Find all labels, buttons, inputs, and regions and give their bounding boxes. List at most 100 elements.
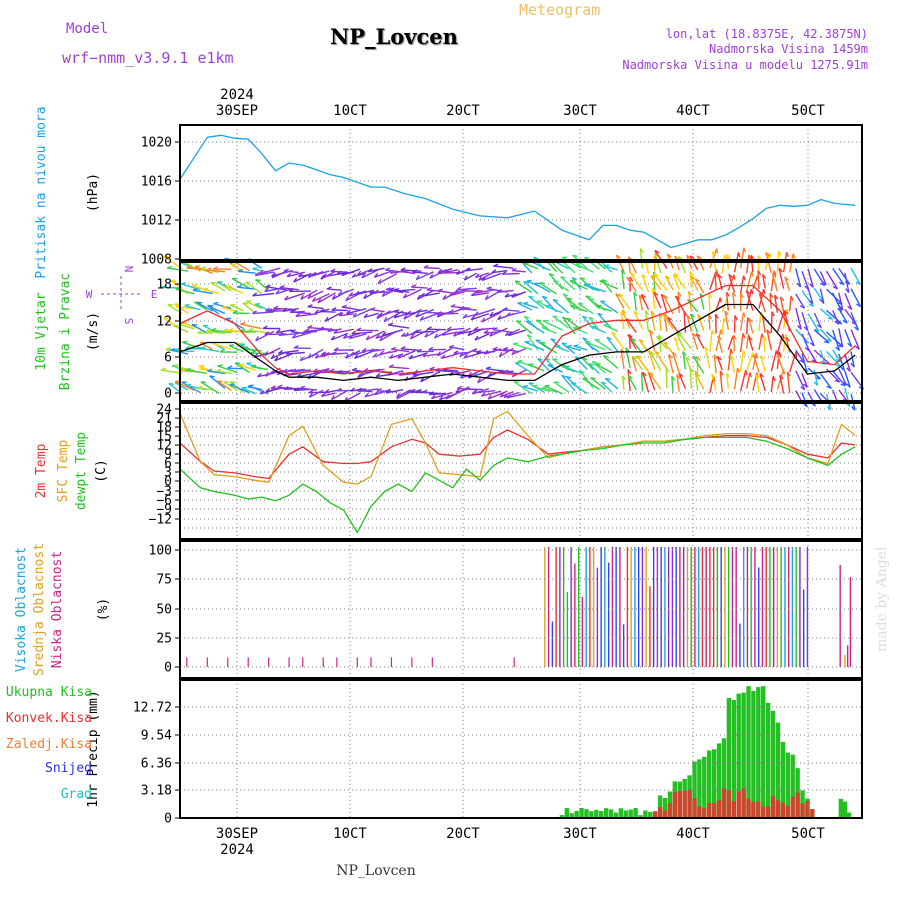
wind-arrow-head	[250, 350, 256, 354]
wind-arrow-head	[400, 332, 406, 337]
wind-arrow	[714, 272, 717, 290]
wind-arrow-head	[211, 327, 217, 331]
wind-arrow-head	[264, 331, 270, 336]
wind-arrow-head	[237, 284, 243, 288]
wind-arrow-head	[489, 331, 494, 337]
wind-y-tick-label: 18	[156, 278, 172, 293]
wind-arrow-head	[248, 384, 254, 387]
wind-arrow	[178, 323, 195, 330]
wind-arrow	[566, 345, 582, 352]
wind-axis-label: (m/s)	[86, 312, 101, 351]
wind-arrow-head	[350, 387, 356, 392]
wind-arrow	[167, 267, 189, 272]
wind-arrow-head	[222, 305, 228, 309]
precip-bar	[731, 700, 736, 818]
wind-arrow-head	[267, 308, 273, 312]
wind-arrow	[825, 270, 838, 290]
wind-arrow-head	[374, 368, 380, 372]
wind-arrow-head	[390, 346, 397, 350]
wind-arrow-head	[493, 263, 499, 267]
precip-bar	[633, 808, 638, 818]
wind-arrow-head	[426, 287, 432, 291]
wind-arrow-head	[487, 394, 492, 400]
precip-y-tick-label: 6.36	[141, 757, 172, 772]
wind-arrow-head	[717, 335, 722, 341]
wind-arrow	[300, 387, 318, 391]
wind-arrow	[228, 344, 244, 353]
wind-y-tick-label: 0	[164, 387, 172, 402]
wind-arrow-head	[324, 316, 329, 322]
wind-arrow	[801, 271, 810, 290]
wind-arrow-head	[453, 331, 458, 337]
wind-arrow-head	[206, 328, 212, 332]
wind-arrow	[695, 333, 705, 349]
wind-arrow-head	[336, 387, 342, 392]
wind-arrow-head	[774, 294, 779, 300]
wind-arrow	[838, 268, 851, 285]
wind-arrow-head	[783, 309, 789, 315]
wind-arrow-head	[174, 347, 180, 352]
wind-arrow	[475, 272, 490, 279]
wind-arrow	[626, 276, 637, 292]
wind-arrow-head	[511, 350, 516, 355]
wind-arrow-head	[809, 283, 814, 288]
wind-arrow	[779, 375, 785, 394]
convective-precip-bar	[657, 807, 663, 818]
wind-arrow-head	[283, 386, 289, 390]
wind-arrow	[196, 301, 214, 312]
wind-arrow-head	[826, 338, 832, 342]
wind-arrow	[674, 295, 687, 315]
wind-arrow	[581, 357, 594, 371]
wind-arrow-head	[688, 290, 693, 296]
wind-arrow	[512, 343, 533, 351]
precip-legend-item: Zaledj.Kisa	[6, 737, 92, 752]
wind-arrow-head	[370, 307, 376, 311]
wind-arrow-head	[308, 392, 313, 398]
clouds-y-tick-label: 50	[156, 603, 172, 618]
wind-arrow-head	[291, 333, 297, 339]
wind-arrow	[209, 375, 226, 389]
wind-arrow-head	[478, 275, 483, 281]
wind-arrow-head	[283, 268, 289, 272]
wind-arrow	[473, 327, 496, 331]
temperature-y-tick-label: 24	[156, 403, 172, 418]
wind-arrow-head	[412, 371, 418, 376]
year-label-top: 2024	[220, 87, 254, 103]
pressure-y-tick-label: 1016	[141, 175, 172, 190]
wind-arrow-head	[762, 274, 767, 279]
wind-arrow	[264, 333, 287, 336]
wind-arrow	[526, 334, 539, 351]
wind-arrow-head	[834, 379, 840, 383]
wind-arrow	[652, 288, 656, 309]
wind-arrow	[606, 336, 619, 352]
wind-arrow-head	[307, 293, 312, 299]
wind-arrow-head	[636, 355, 642, 359]
wind-arrow	[368, 267, 385, 273]
convective-precip-bar	[677, 791, 682, 818]
wind-arrow-head	[481, 317, 486, 323]
wind-arrow-head	[161, 284, 167, 289]
wind-arrow-head	[573, 326, 579, 329]
wind-arrow	[252, 292, 275, 297]
wind-arrow-head	[603, 355, 609, 358]
wind-arrow-head	[658, 334, 663, 340]
wind-arrow-head	[820, 282, 826, 287]
wind-arrow	[349, 333, 367, 340]
wind-arrow	[696, 255, 705, 271]
temperature-y-tick-label: 15	[156, 430, 172, 445]
convective-precip-bar	[746, 798, 751, 818]
wind-arrow	[717, 335, 723, 353]
wind-arrow-head	[326, 286, 332, 290]
wind-arrow	[826, 309, 843, 325]
wind-arrow-head	[351, 273, 357, 278]
wind-arrow-head	[497, 315, 502, 320]
pressure-line	[179, 134, 856, 249]
wind-arrow	[463, 272, 478, 281]
wind-arrow	[671, 376, 674, 393]
x-tick-label-bottom: 30SEP	[216, 826, 258, 842]
precip-legend-item: Snijeg	[45, 761, 92, 776]
wind-arrow-head	[389, 287, 395, 291]
wind-arrow	[192, 289, 213, 295]
wind-arrow-head	[724, 310, 729, 316]
wind-arrow-head	[192, 284, 198, 287]
